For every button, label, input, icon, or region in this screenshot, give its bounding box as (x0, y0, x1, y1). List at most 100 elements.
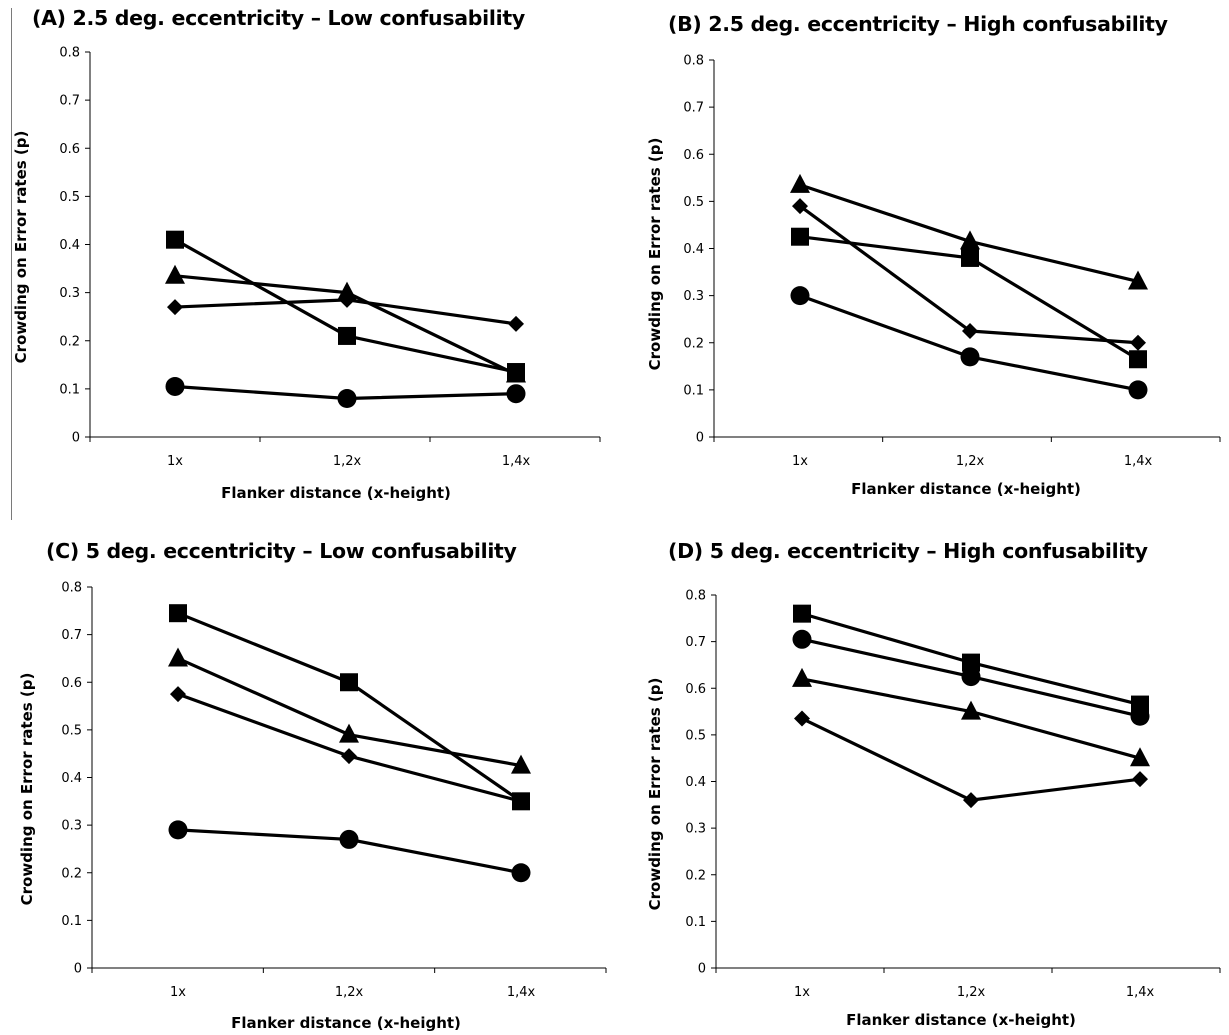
data-point-c-triangle (511, 754, 531, 774)
data-point-b-triangle (1128, 270, 1148, 290)
data-point-a-triangle (165, 264, 185, 284)
data-point-a-square (338, 326, 356, 345)
y-tick-label-a: 0.2 (59, 334, 80, 349)
y-tick-label-c: 0.1 (61, 914, 82, 929)
y-tick-label-c: 0.6 (61, 676, 82, 691)
y-tick-label-b: 0.4 (683, 242, 704, 257)
x-tick-label-a: 1x (167, 454, 183, 469)
y-tick-label-a: 0.7 (59, 94, 80, 109)
series-line-c-diamond (177, 692, 522, 803)
chart-title-b: (B) 2.5 deg. eccentricity – High confusa… (668, 12, 1168, 36)
y-tick-label-c: 0.3 (61, 819, 82, 834)
chart-d: 0 0.1 0.2 0.3 0.4 0.5 0.6 0.7 0.8 1x 1,2x 1,4x (685, 589, 1221, 1000)
y-tick-label-c: 0.7 (61, 628, 82, 643)
y-tick-label-d: 0.1 (685, 915, 706, 930)
y-tick-label-b: 0.8 (683, 54, 704, 69)
data-point-a-circle (337, 389, 357, 408)
data-point-c-circle (339, 829, 359, 849)
x-tick-label-c: 1,2x (335, 985, 364, 1000)
data-point-d-diamond (794, 710, 810, 727)
series-line-b-diamond (799, 204, 1139, 345)
data-point-b-triangle (790, 173, 810, 193)
x-tick-label-d: 1,2x (957, 985, 986, 1000)
data-point-c-triangle (339, 723, 359, 743)
data-point-a-diamond (339, 291, 355, 308)
y-tick-label-b: 0.2 (683, 336, 704, 351)
series-line-b-circle (799, 294, 1139, 392)
x-tick-label-d: 1,4x (1126, 985, 1155, 1000)
x-tick-label-d: 1x (794, 985, 810, 1000)
y-tick-label-a: 0 (72, 431, 80, 446)
data-point-a-diamond (167, 299, 183, 316)
y-tick-label-b: 0.5 (683, 195, 704, 210)
data-point-a-triangle (506, 363, 526, 383)
data-point-c-square (340, 673, 358, 692)
chart-title-d: (D) 5 deg. eccentricity – High confusabi… (668, 539, 1148, 563)
data-point-b-triangle (960, 230, 980, 250)
series-line-d-diamond (801, 717, 1141, 802)
y-tick-label-d: 0.6 (685, 682, 706, 697)
y-tick-label-c: 0.4 (61, 771, 82, 786)
data-point-d-square (962, 653, 980, 672)
data-point-d-square (793, 604, 811, 623)
data-point-c-diamond (513, 793, 529, 810)
data-point-d-circle (792, 629, 812, 649)
data-point-d-circle (961, 667, 981, 687)
y-tick-label-d: 0.3 (685, 822, 706, 837)
data-point-b-diamond (1130, 334, 1146, 351)
data-point-b-diamond (792, 198, 808, 215)
y-tick-label-a: 0.8 (59, 46, 80, 61)
data-point-d-circle (1130, 706, 1150, 726)
y-tick-label-b: 0 (696, 431, 704, 446)
y-tick-label-a: 0.1 (59, 382, 80, 397)
data-point-a-circle (506, 384, 526, 404)
y-tick-label-d: 0.4 (685, 775, 706, 790)
data-point-d-diamond (963, 792, 979, 809)
y-tick-label-d: 0 (698, 962, 706, 977)
data-point-d-triangle (961, 700, 981, 720)
data-point-b-circle (960, 347, 980, 367)
data-point-b-diamond (962, 322, 978, 339)
x-tick-label-b: 1,2x (956, 454, 985, 469)
data-point-b-square (961, 248, 979, 267)
y-tick-label-d: 0.7 (685, 635, 706, 650)
chart-a: 0 0.1 0.2 0.3 0.4 0.5 0.6 0.7 0.8 1x 1,2x 1,4x (59, 46, 601, 469)
y-tick-label-c: 0 (74, 962, 82, 977)
data-point-c-triangle (168, 647, 188, 667)
data-point-d-triangle (1130, 747, 1150, 767)
x-tick-label-b: 1,4x (1124, 454, 1153, 469)
y-tick-label-a: 0.5 (59, 190, 80, 205)
x-tick-label-a: 1,4x (502, 454, 531, 469)
y-tick-label-a: 0.4 (59, 238, 80, 253)
data-point-b-square (791, 227, 809, 246)
y-tick-label-b: 0.3 (683, 289, 704, 304)
data-point-c-circle (511, 863, 531, 883)
data-point-c-diamond (170, 686, 186, 703)
data-point-c-diamond (341, 748, 357, 765)
panel-divider (11, 8, 12, 520)
data-point-a-square (166, 230, 184, 249)
data-point-c-circle (168, 820, 188, 840)
x-tick-label-a: 1,2x (333, 454, 362, 469)
series-line-c-square (177, 611, 522, 803)
x-axis-label-d: Flanker distance (x-height) (846, 1011, 1076, 1029)
chart-c: 0 0.1 0.2 0.3 0.4 0.5 0.6 0.7 0.8 1x 1,2x 1,4x (61, 581, 607, 1000)
x-tick-label-c: 1,4x (507, 985, 536, 1000)
y-tick-label-a: 0.3 (59, 286, 80, 301)
y-tick-label-d: 0.2 (685, 868, 706, 883)
y-tick-label-c: 0.5 (61, 723, 82, 738)
data-point-a-circle (165, 376, 185, 396)
x-axis-label-a: Flanker distance (x-height) (221, 484, 451, 502)
data-point-b-circle (790, 286, 810, 306)
chart-b: 0 0.1 0.2 0.3 0.4 0.5 0.6 0.7 0.8 1x 1,2x 1,4x (683, 54, 1221, 469)
x-axis-label-c: Flanker distance (x-height) (231, 1014, 461, 1032)
y-tick-label-c: 0.2 (61, 866, 82, 881)
y-tick-label-b: 0.1 (683, 383, 704, 398)
y-tick-label-a: 0.6 (59, 142, 80, 157)
data-point-d-diamond (1132, 771, 1148, 788)
x-axis-label-b: Flanker distance (x-height) (851, 480, 1081, 498)
data-point-d-triangle (792, 667, 812, 687)
y-tick-label-d: 0.5 (685, 728, 706, 743)
